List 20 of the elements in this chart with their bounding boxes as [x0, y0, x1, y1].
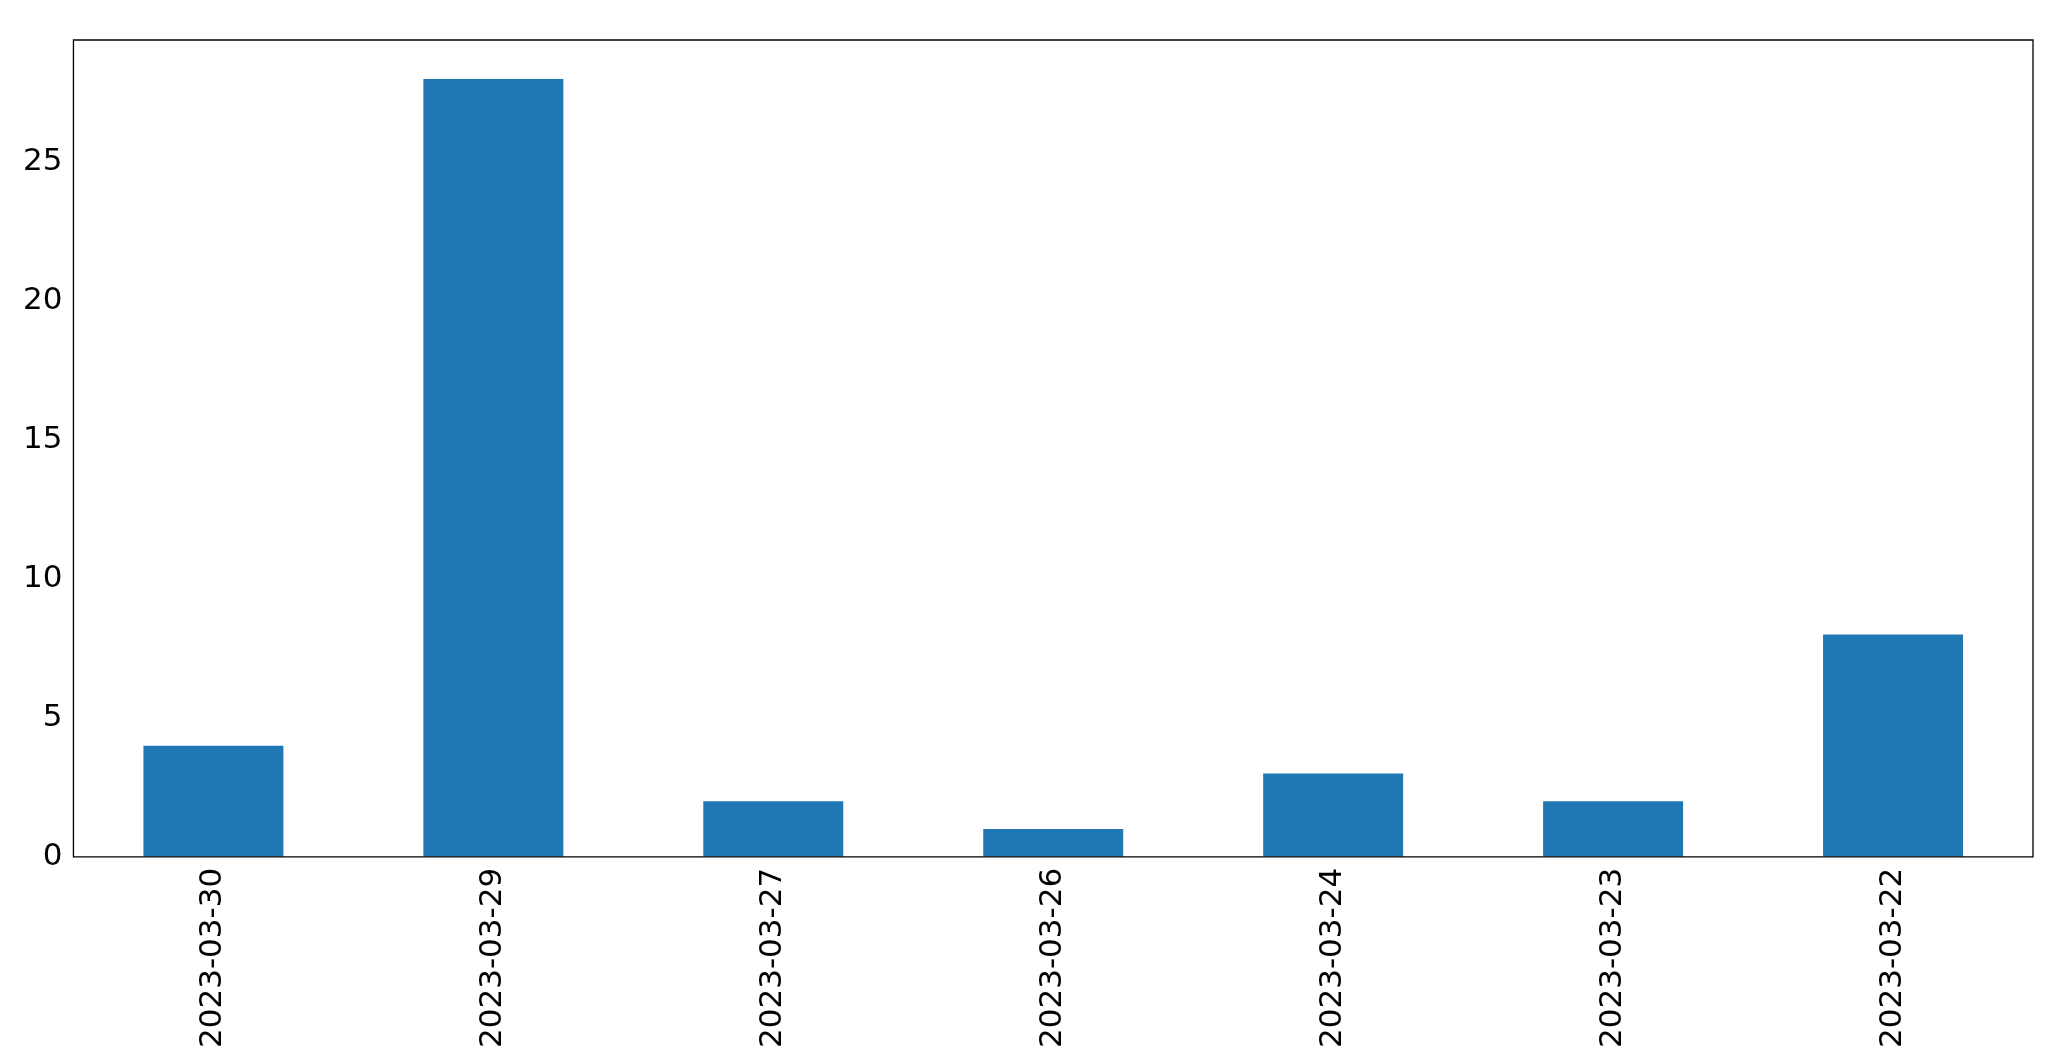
x-tick-label: 2023-03-23 — [1592, 867, 1629, 1049]
bar — [983, 829, 1124, 857]
bar — [423, 78, 564, 857]
y-tick-label: 20 — [22, 280, 63, 317]
bar — [1263, 773, 1404, 857]
bar — [1543, 801, 1684, 857]
x-tick-label: 2023-03-22 — [1872, 867, 1909, 1049]
y-tick-label: 0 — [42, 835, 63, 872]
bar — [1823, 634, 1964, 857]
y-tick-label: 25 — [22, 141, 63, 178]
x-tick-label: 2023-03-27 — [752, 867, 789, 1049]
y-tick-label: 15 — [22, 419, 63, 456]
y-tick-label: 5 — [42, 696, 63, 733]
bar — [143, 745, 284, 857]
y-tick-label: 10 — [22, 558, 63, 595]
x-tick-label: 2023-03-30 — [192, 867, 229, 1049]
x-tick-label: 2023-03-24 — [1312, 867, 1349, 1049]
x-tick-label: 2023-03-29 — [472, 867, 509, 1049]
bar — [703, 801, 844, 857]
x-tick-label: 2023-03-26 — [1032, 867, 1069, 1049]
